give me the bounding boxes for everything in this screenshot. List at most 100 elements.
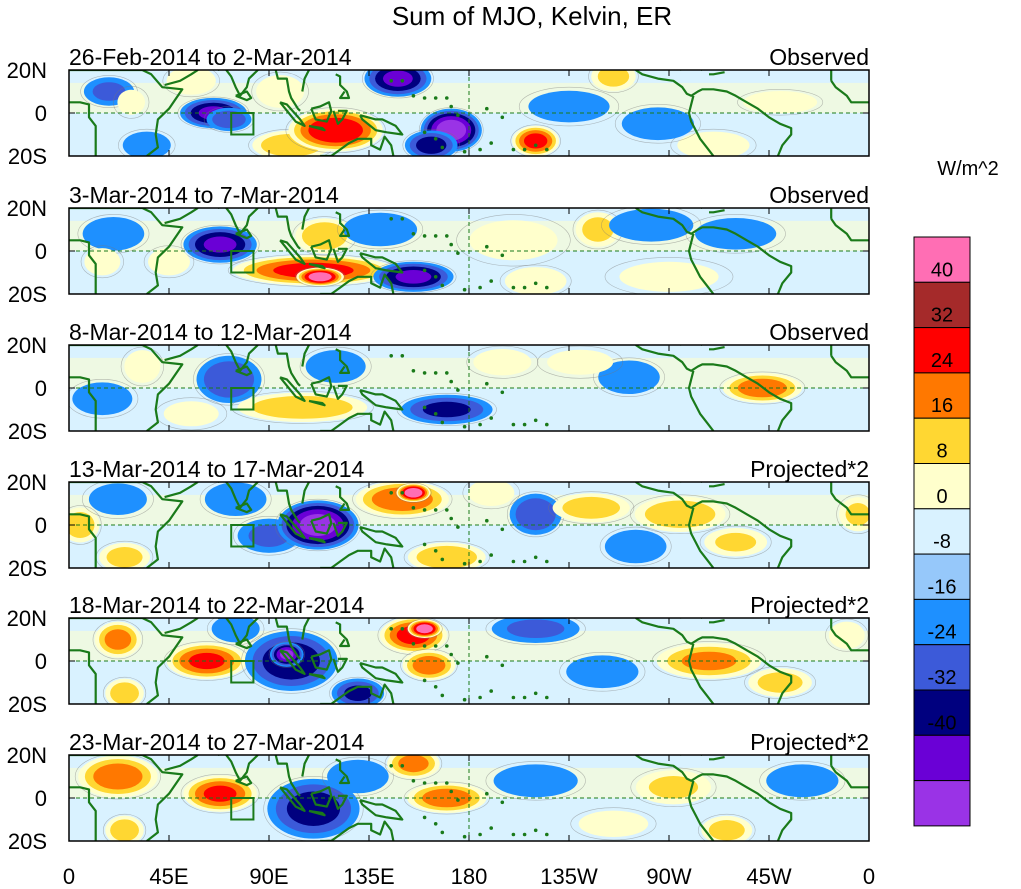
contour-line — [251, 71, 309, 112]
contour-line — [80, 245, 124, 279]
coastline — [274, 618, 301, 660]
coastline — [274, 70, 301, 112]
island — [500, 800, 505, 805]
coastline — [301, 618, 310, 640]
coastline — [69, 482, 184, 568]
anomaly-contour — [88, 483, 147, 515]
lat-label: 20S — [8, 282, 47, 307]
anomaly-contour — [286, 791, 341, 826]
contour-line — [81, 482, 154, 519]
island — [478, 832, 482, 837]
island — [478, 559, 482, 564]
island — [433, 275, 438, 279]
coastline — [279, 513, 306, 539]
map-panel: 20N 0 20S 23-Mar-2014 to 27-Mar-2014 Project… — [7, 729, 870, 854]
island — [422, 405, 427, 410]
contour-line — [630, 494, 731, 534]
island — [500, 390, 505, 395]
island — [433, 781, 438, 785]
coastline — [709, 756, 725, 761]
panels: 20N 0 20S 26-Feb-2014 to 2-Mar-2014 Observed… — [7, 44, 870, 854]
colorbar-label: -40 — [928, 712, 957, 734]
lon-label: 0 — [863, 864, 875, 889]
island — [389, 764, 394, 768]
coastline — [301, 70, 310, 92]
island — [545, 559, 549, 564]
panel-date-range: 8-Mar-2014 to 12-Mar-2014 — [69, 319, 352, 345]
anomaly-contour — [166, 70, 216, 95]
contour-line — [329, 676, 387, 704]
lat-label: 20S — [8, 692, 47, 717]
anomaly-contour — [468, 482, 515, 506]
island — [433, 412, 438, 416]
island — [485, 244, 489, 249]
lat-label: 20N — [7, 743, 47, 768]
coastline — [217, 70, 259, 97]
anomaly-contour — [382, 70, 413, 87]
colorbar-swatch — [913, 372, 971, 419]
coastline — [359, 389, 404, 411]
contour-line — [825, 618, 869, 652]
island — [411, 642, 416, 646]
island — [445, 781, 449, 785]
coastline — [320, 547, 395, 568]
island — [545, 422, 549, 427]
anomaly-contour — [515, 498, 556, 531]
lon-label: 180 — [451, 864, 488, 889]
island — [422, 268, 427, 273]
anomaly-contour — [188, 652, 225, 670]
lat-label: 20S — [8, 144, 47, 169]
island — [449, 516, 454, 521]
anomaly-contour — [609, 208, 694, 242]
anomaly-contour — [308, 272, 332, 282]
coastline — [274, 208, 301, 250]
colorbar-swatch — [913, 734, 971, 782]
coastline — [320, 135, 395, 156]
island — [389, 354, 394, 358]
coastline — [217, 618, 259, 645]
coastline — [301, 208, 310, 230]
island — [422, 371, 427, 375]
island — [400, 354, 405, 358]
island — [545, 285, 549, 290]
anomaly-contour — [148, 248, 190, 276]
map-panel: 20N 0 20S 26-Feb-2014 to 2-Mar-2014 Observed — [7, 44, 870, 169]
colorbar-label: -24 — [928, 622, 957, 644]
contour-line — [102, 676, 147, 704]
panel-kind: Observed — [769, 182, 869, 208]
coastline — [69, 755, 184, 841]
island — [422, 130, 427, 135]
island — [522, 695, 527, 700]
contour-line — [361, 70, 434, 99]
island — [449, 652, 454, 657]
coastline — [235, 90, 253, 102]
island — [449, 379, 454, 384]
contour-line — [120, 346, 164, 387]
anomaly-contour — [715, 532, 757, 552]
coastline — [310, 649, 333, 671]
contour-line — [485, 618, 586, 646]
colorbar-label: 16 — [931, 395, 953, 417]
anomaly-contour — [398, 755, 429, 773]
anomaly-contour — [104, 629, 132, 650]
anomaly-contour — [597, 70, 630, 87]
colorbar-label: 32 — [931, 305, 953, 327]
lat-label: 20N — [7, 470, 47, 495]
island — [422, 234, 427, 238]
colorbar-swatch — [913, 327, 971, 374]
coastline — [635, 345, 793, 431]
colorbar-swatch — [913, 780, 971, 827]
coastline — [308, 672, 326, 680]
anomaly-contour — [163, 401, 219, 427]
contour-line — [180, 773, 260, 814]
island — [545, 695, 549, 700]
island — [445, 234, 449, 238]
anomaly-contour — [395, 270, 432, 284]
coastline — [217, 345, 259, 372]
lat-label: 0 — [35, 239, 47, 264]
coastline — [301, 482, 310, 504]
coastline — [332, 794, 348, 810]
coastline — [235, 365, 253, 377]
lon-label: 0 — [63, 864, 75, 889]
island — [485, 654, 489, 659]
